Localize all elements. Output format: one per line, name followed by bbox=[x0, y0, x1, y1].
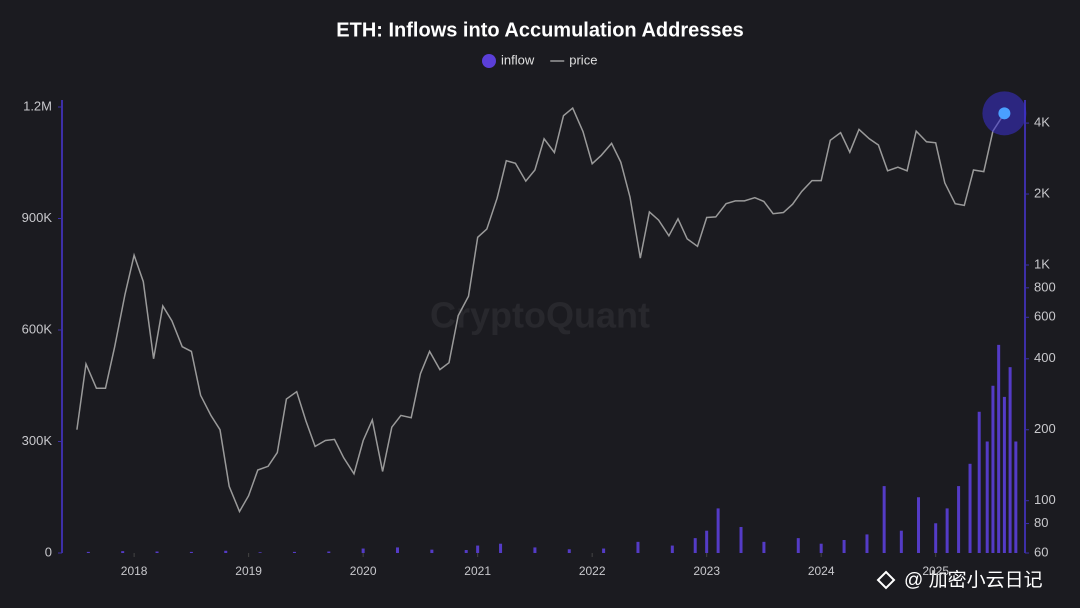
y2-tick-label: 200 bbox=[1034, 421, 1056, 436]
bar bbox=[155, 551, 159, 553]
bar bbox=[693, 538, 697, 553]
bar bbox=[636, 541, 640, 553]
bar bbox=[476, 545, 480, 553]
bar bbox=[86, 551, 90, 553]
bar bbox=[968, 463, 972, 553]
overlay-text: @ 加密小云日记 bbox=[904, 569, 1043, 591]
bar bbox=[292, 551, 296, 553]
bar bbox=[396, 547, 400, 553]
x-tick-label: 2025 bbox=[922, 564, 949, 578]
bar bbox=[716, 508, 720, 553]
bar bbox=[121, 551, 125, 553]
bar bbox=[189, 551, 193, 553]
bar bbox=[985, 441, 989, 553]
bar bbox=[739, 526, 743, 553]
bar bbox=[945, 508, 949, 553]
y2-tick-label: 2K bbox=[1034, 185, 1050, 200]
highlight-point bbox=[998, 107, 1011, 120]
bar bbox=[934, 523, 938, 553]
y2-tick-label: 60 bbox=[1034, 544, 1048, 559]
y2-tick-label: 1K bbox=[1034, 256, 1050, 271]
y-tick-label: 0 bbox=[45, 544, 52, 559]
legend-label: inflow bbox=[501, 52, 535, 67]
y2-tick-label: 80 bbox=[1034, 515, 1048, 530]
bar bbox=[327, 551, 331, 553]
bar bbox=[865, 534, 869, 553]
price-line bbox=[76, 106, 1006, 514]
bar bbox=[899, 530, 903, 553]
y2-tick-label: 4K bbox=[1034, 115, 1050, 130]
legend-swatch bbox=[482, 54, 496, 68]
x-tick-label: 2019 bbox=[235, 564, 262, 578]
bar bbox=[258, 552, 262, 553]
bar bbox=[1002, 396, 1006, 553]
bar bbox=[499, 543, 503, 553]
bar bbox=[991, 385, 995, 553]
x-tick-label: 2023 bbox=[693, 564, 720, 578]
bar bbox=[430, 549, 434, 553]
bar bbox=[957, 486, 961, 553]
y2-tick-label: 100 bbox=[1034, 492, 1056, 507]
y-tick-label: 900K bbox=[22, 210, 53, 225]
logo-icon bbox=[876, 570, 896, 590]
legend-label: price bbox=[569, 52, 597, 67]
bar bbox=[567, 549, 571, 553]
bar bbox=[602, 548, 606, 553]
x-tick-label: 2020 bbox=[350, 564, 377, 578]
legend: inflow price bbox=[482, 52, 597, 68]
y2-tick-label: 400 bbox=[1034, 350, 1056, 365]
bar bbox=[1014, 441, 1018, 553]
bar bbox=[705, 530, 709, 553]
y2-tick-label: 600 bbox=[1034, 309, 1056, 324]
bar bbox=[842, 539, 846, 553]
bar bbox=[977, 411, 981, 553]
bar bbox=[533, 547, 537, 553]
y-tick-label: 300K bbox=[22, 433, 53, 448]
bar bbox=[762, 541, 766, 553]
x-tick-label: 2021 bbox=[464, 564, 491, 578]
chart-title: ETH: Inflows into Accumulation Addresses bbox=[336, 19, 743, 41]
y-tick-label: 600K bbox=[22, 321, 53, 336]
bar bbox=[464, 550, 468, 553]
bar bbox=[670, 545, 674, 553]
bar bbox=[997, 344, 1001, 553]
x-tick-label: 2022 bbox=[579, 564, 606, 578]
inflow-bars bbox=[86, 344, 1018, 553]
bar bbox=[796, 538, 800, 553]
bar bbox=[819, 543, 823, 553]
bar bbox=[917, 497, 921, 553]
watermark: CryptoQuant bbox=[430, 295, 650, 336]
bar bbox=[224, 550, 228, 553]
y-tick-label: 1.2M bbox=[23, 98, 52, 113]
y2-tick-label: 800 bbox=[1034, 279, 1056, 294]
bar bbox=[1008, 367, 1012, 553]
x-tick-label: 2018 bbox=[121, 564, 148, 578]
x-tick-label: 2024 bbox=[808, 564, 835, 578]
bar bbox=[882, 486, 886, 553]
bar bbox=[361, 548, 365, 553]
overlay-logo: @ 加密小云日记 bbox=[876, 569, 1043, 591]
